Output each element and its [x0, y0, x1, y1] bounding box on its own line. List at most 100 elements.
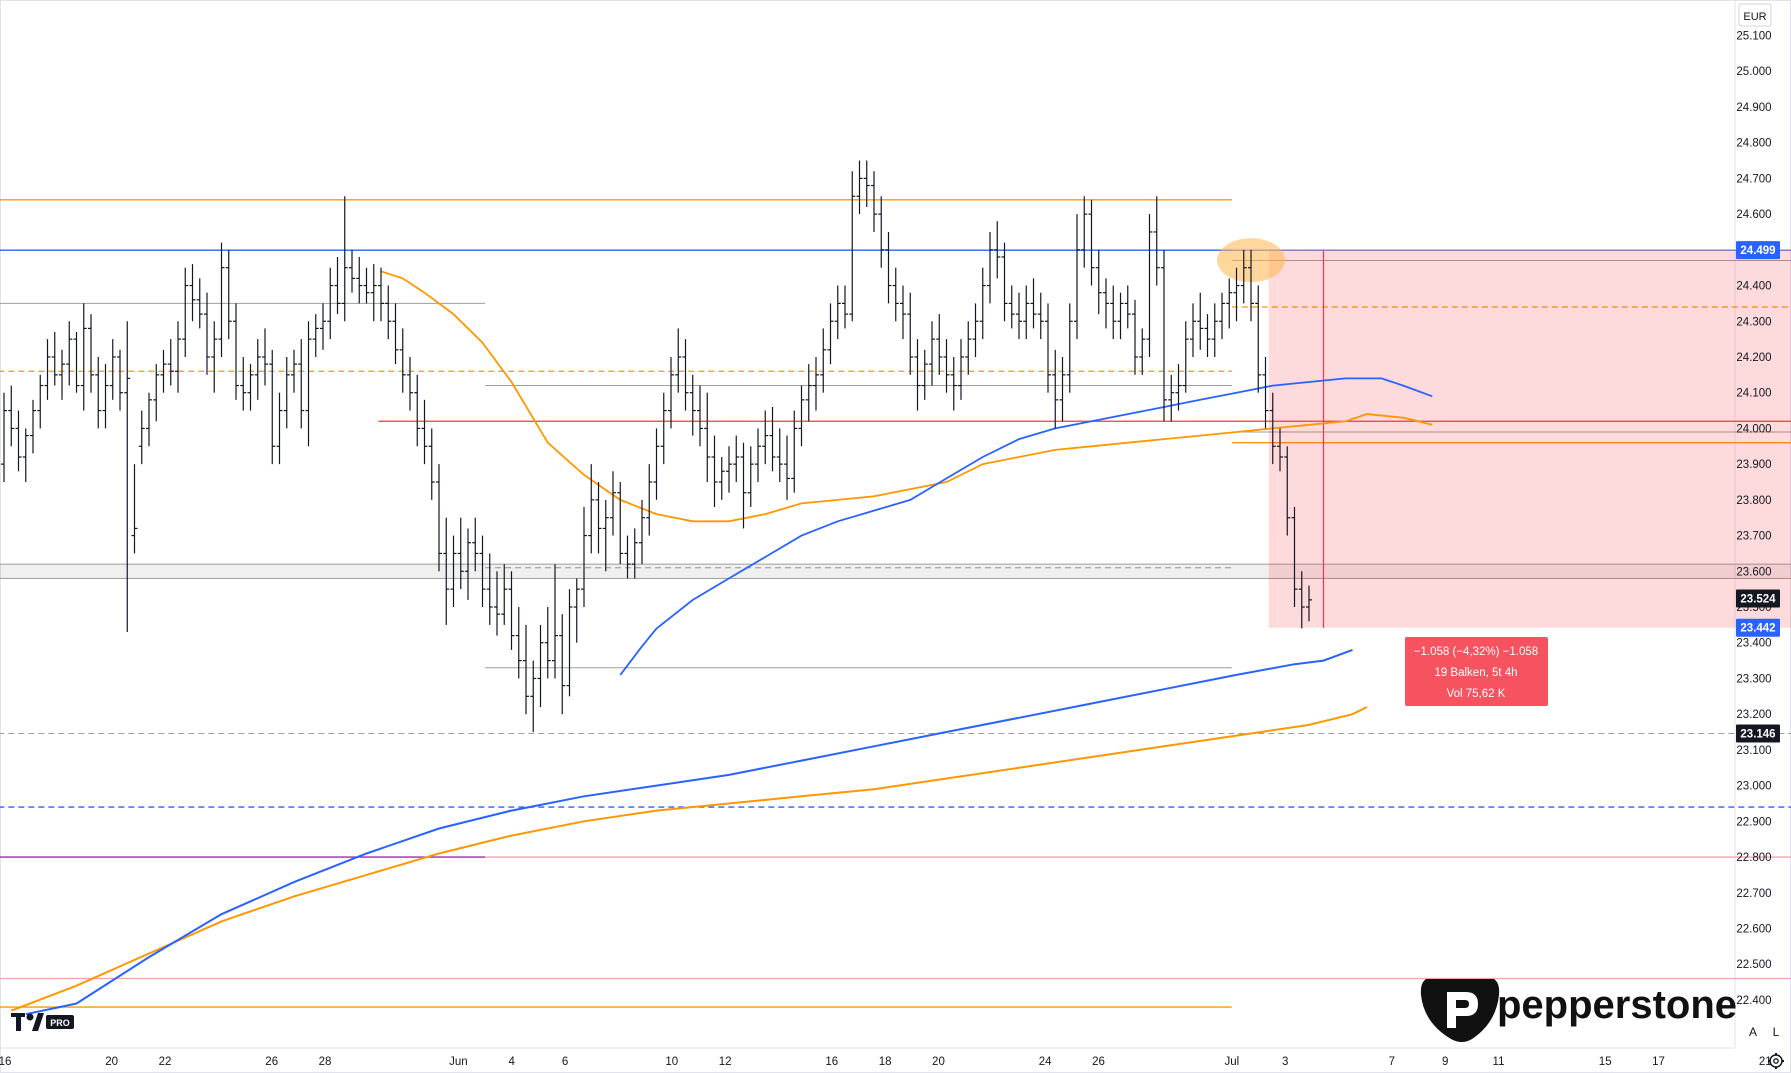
- ohlc-bar: [109, 339, 116, 400]
- ohlc-bar: [8, 385, 15, 447]
- auto-scale-button[interactable]: A: [1749, 1025, 1757, 1039]
- ohlc-bar: [334, 256, 341, 315]
- ohlc-bar: [1103, 278, 1109, 329]
- ohlc-bar: [1153, 196, 1160, 286]
- ohlc-bar: [965, 321, 972, 375]
- ohlc-bar: [95, 356, 102, 429]
- ohlc-bar: [37, 374, 44, 429]
- ohlc-bar: [15, 410, 22, 472]
- ohlc-bar: [791, 410, 798, 493]
- ohlc-bar: [515, 607, 522, 679]
- ohlc-bar: [146, 392, 152, 447]
- ohlc-bar: [378, 267, 384, 322]
- price-labels: 24.499 23.524 23.442 23.146: [1736, 241, 1780, 743]
- ohlc-bar: [530, 660, 537, 733]
- price-label-last: 23.524: [1740, 593, 1776, 605]
- moving-averages: [10, 270, 1433, 1016]
- tradingview-logo: PRO: [11, 1013, 74, 1031]
- measure-tooltip: −1.058 (−4,32%) −1.058 19 Balken, 5t 4h …: [1405, 637, 1548, 706]
- price-tick-label: 24.300: [1736, 316, 1771, 328]
- ohlc-bar: [218, 242, 225, 357]
- drop-measure-zone[interactable]: [0, 0, 1791, 1048]
- price-label-last-box: [1736, 589, 1780, 608]
- ohlc-bar: [943, 339, 950, 393]
- tv-dot-icon: [26, 1013, 34, 1021]
- time-tick-label: 9: [1442, 1056, 1448, 1068]
- time-tick-label: 17: [1652, 1056, 1665, 1068]
- price-tick-label: 25.100: [1736, 31, 1771, 43]
- support-zone-rect[interactable]: [0, 563, 1791, 579]
- pepperstone-text: pepperstone: [1497, 983, 1737, 1027]
- ohlc-bar: [595, 482, 602, 554]
- ohlc-bar: [573, 578, 580, 643]
- ohlc-bar: [153, 364, 160, 422]
- time-tick-label: 15: [1599, 1056, 1612, 1068]
- ohlc-bar: [73, 331, 80, 393]
- tv-pro-text: PRO: [50, 1018, 70, 1028]
- ohlc-bar: [936, 314, 943, 375]
- ohlc-bar: [1117, 292, 1124, 340]
- time-axis[interactable]: 16 20 22 26 28 Jun 4 6 10 12 16 18 20 24 26 Jul 3 7 9 11 15 1…: [0, 1049, 1791, 1073]
- currency-tag[interactable]: EUR: [1738, 3, 1772, 27]
- ohlc-bar: [1059, 356, 1066, 422]
- ohlc-bar: [1, 392, 7, 482]
- ohlc-bar: [892, 267, 899, 322]
- ohlc-bar: [646, 464, 653, 536]
- ohlc-bar: [1095, 249, 1102, 315]
- ohlc-bar: [508, 571, 515, 650]
- tv-pro-badge: [46, 1015, 74, 1029]
- time-tick-label: 28: [319, 1056, 332, 1068]
- ohlc-bar: [581, 507, 587, 608]
- ohlc-bar: [602, 499, 609, 572]
- price-label-low: 23.442: [1740, 623, 1775, 635]
- price-tick-label: 24.600: [1736, 209, 1771, 221]
- time-tick-label: 3: [1282, 1056, 1288, 1068]
- tv-slash-icon: [32, 1013, 44, 1031]
- ohlc-bar: [80, 303, 87, 411]
- ohlc-bar: [59, 349, 65, 400]
- price-tick-label: 24.700: [1736, 173, 1771, 185]
- measure-tooltip-line1: −1.058 (−4,32%) −1.058: [1414, 646, 1538, 658]
- ohlc-bar: [407, 356, 413, 411]
- time-tick-label: Jun: [449, 1056, 468, 1068]
- price-tick-label: 23.200: [1736, 709, 1771, 721]
- ema-line-blue-1: [25, 648, 1353, 1016]
- ohlc-bar: [675, 328, 682, 393]
- drop-zone-rect[interactable]: [1268, 250, 1791, 628]
- ohlc-bar: [813, 356, 819, 411]
- price-tick-label: 23.400: [1736, 638, 1771, 650]
- price-tick-label: 24.400: [1736, 281, 1771, 293]
- ohlc-bar: [1008, 285, 1015, 329]
- ohlc-bar: [479, 535, 486, 608]
- ohlc-bar: [312, 314, 319, 357]
- ohlc-bar: [689, 374, 696, 436]
- ohlc-bar: [856, 160, 863, 215]
- ohlc-bar: [1226, 278, 1233, 329]
- tv-mark-icon: [11, 1013, 25, 1031]
- price-tick-label: 23.700: [1736, 531, 1771, 543]
- ohlc-bar: [1001, 242, 1008, 322]
- gear-icon[interactable]: [1768, 1053, 1784, 1069]
- ohlc-bar: [900, 285, 906, 340]
- ohlc-bar: [486, 553, 493, 625]
- ohlc-bar: [907, 292, 914, 375]
- ohlc-bar: [617, 482, 624, 565]
- price-tick-label: 23.100: [1736, 745, 1771, 757]
- horizontal-levels[interactable]: [0, 199, 1791, 1008]
- ohlc-bar: [624, 535, 631, 579]
- ohlc-bar: [196, 278, 203, 329]
- ohlc-bar: [298, 339, 305, 429]
- ohlc-bar: [283, 356, 290, 429]
- ema-line-orange-0: [10, 706, 1368, 1012]
- ohlc-bar: [276, 392, 283, 465]
- price-tick-label: 22.700: [1736, 888, 1771, 900]
- ohlc-bar: [211, 321, 218, 393]
- time-tick-label: 20: [932, 1056, 945, 1068]
- price-axis[interactable]: 25.10025.00024.90024.80024.70024.60024.5…: [1736, 31, 1771, 1007]
- price-tick-label: 24.000: [1736, 423, 1771, 435]
- price-tick-label: 22.900: [1736, 816, 1771, 828]
- ohlc-bar: [733, 435, 740, 482]
- log-scale-button[interactable]: L: [1773, 1025, 1780, 1039]
- time-tick-label: 4: [509, 1056, 516, 1068]
